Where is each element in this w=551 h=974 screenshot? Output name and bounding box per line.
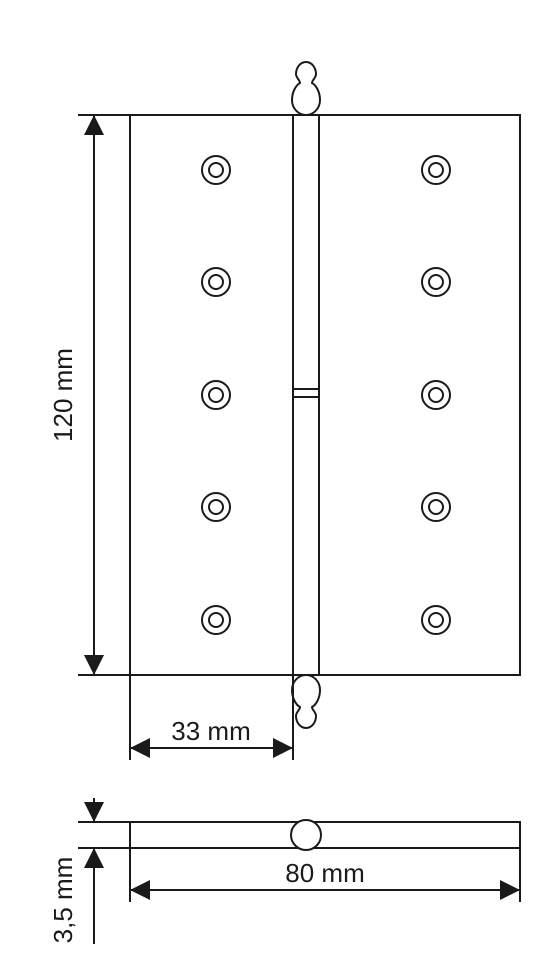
dimension-total-width-label: 80 mm [285,858,364,888]
dimension-height [78,115,130,675]
screw-holes [202,156,450,634]
dimension-leaf-width-label: 33 mm [171,716,250,746]
dimension-height-label: 120 mm [48,348,78,442]
hinge-outer [130,115,520,675]
screw-hole [422,381,450,409]
hinge-front-view [130,62,520,728]
screw-hole [202,381,230,409]
screw-hole [202,493,230,521]
screw-hole [422,493,450,521]
screw-hole [202,268,230,296]
hinge-edge-view [130,820,520,850]
screw-hole [202,606,230,634]
screw-hole [422,268,450,296]
screw-hole [422,156,450,184]
screw-hole [422,606,450,634]
hinge-knuckle [293,115,319,675]
screw-hole [202,156,230,184]
dimension-thickness [78,798,130,944]
dimension-thickness-label: 3,5 mm [48,857,78,944]
finial-top [292,62,320,115]
finial-bottom [292,675,320,728]
